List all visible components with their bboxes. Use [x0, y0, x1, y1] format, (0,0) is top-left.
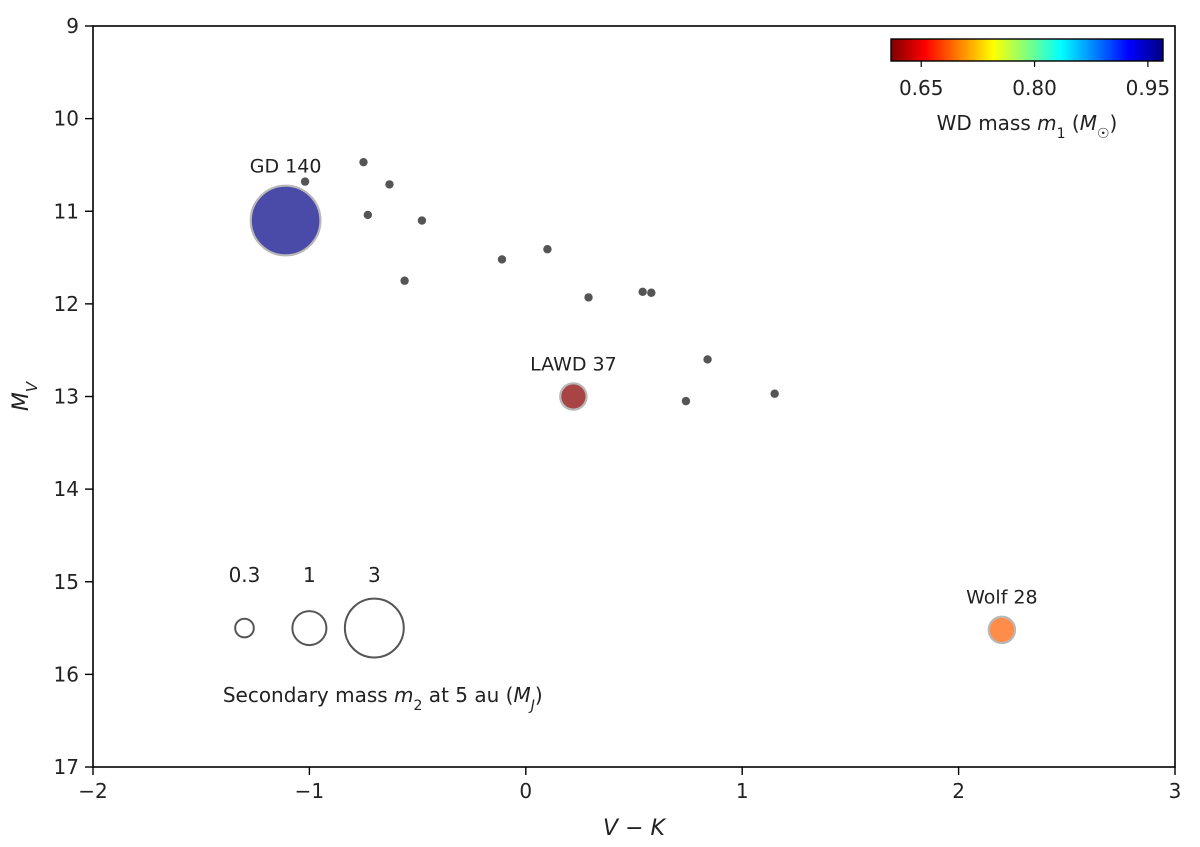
x-tick-label: 0 — [519, 779, 532, 803]
background-point — [300, 177, 310, 186]
size-legend-title: Secondary mass m2 at 5 au (MJ) — [223, 683, 543, 714]
background-point — [543, 245, 552, 254]
y-tick-label: 13 — [54, 385, 79, 409]
y-axis-title: MV — [9, 380, 41, 411]
background-point — [385, 180, 394, 189]
highlight-label: GD 140 — [250, 156, 322, 178]
x-axis-title: V − K — [603, 816, 666, 841]
background-point — [400, 276, 409, 285]
size-legend-label: 3 — [368, 563, 381, 587]
highlight-point — [249, 184, 322, 257]
colorbar: 0.65 0.80 0.95 WD mass m1 (M☉) — [890, 38, 1171, 142]
plot-frame — [92, 25, 1176, 768]
colorbar-tick-label: 0.65 — [899, 76, 944, 100]
size-legend-label: 1 — [303, 563, 316, 587]
colorbar-gradient — [890, 38, 1164, 62]
background-point — [681, 396, 691, 406]
size-legend-circle — [234, 617, 255, 639]
highlight-label: LAWD 37 — [530, 353, 617, 375]
data-layer: GD 140 LAWD 37 Wolf 28 — [249, 156, 1038, 645]
x-tick-label: 1 — [736, 779, 749, 803]
colorbar-tick-label: 0.95 — [1126, 76, 1171, 100]
highlight-point — [559, 382, 588, 411]
background-point — [359, 157, 368, 167]
colorbar-tick-label: 0.80 — [1012, 76, 1057, 100]
background-point — [584, 293, 593, 302]
size-legend: 0.3 1 3 Secondary mass m2 at 5 au (MJ) — [223, 563, 543, 714]
x-tick-label: 3 — [1169, 779, 1182, 803]
x-tick-label: −2 — [78, 779, 107, 803]
x-tick-label: 2 — [952, 779, 965, 803]
y-tick-label: 11 — [54, 199, 79, 223]
background-point — [647, 288, 656, 297]
y-tick-label: 16 — [54, 662, 79, 686]
size-legend-circle — [291, 610, 328, 647]
background-point — [497, 255, 507, 264]
y-tick-label: 14 — [54, 477, 79, 501]
size-legend-circle — [343, 597, 405, 659]
background-point — [703, 355, 712, 364]
colorbar-label: WD mass m1 (M☉) — [937, 111, 1118, 142]
background-point — [638, 287, 647, 297]
y-tick-label: 17 — [54, 755, 79, 779]
size-legend-label: 0.3 — [229, 563, 261, 587]
x-tick-label: −1 — [295, 779, 324, 803]
y-tick-label: 15 — [54, 570, 79, 594]
y-tick-label: 12 — [54, 292, 79, 316]
background-point — [417, 216, 427, 225]
highlight-label: Wolf 28 — [966, 587, 1037, 609]
background-point — [770, 389, 779, 398]
y-tick-label: 10 — [54, 107, 79, 131]
highlight-point — [987, 615, 1017, 645]
background-point — [363, 210, 373, 220]
y-tick-label: 9 — [66, 14, 79, 38]
